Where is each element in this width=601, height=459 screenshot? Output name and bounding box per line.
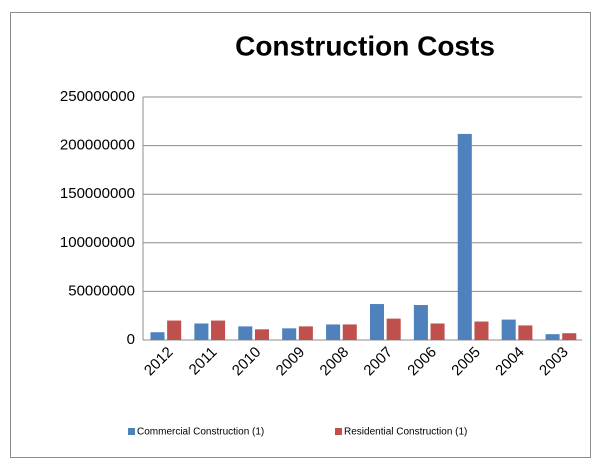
bar: [254, 329, 269, 340]
legend-swatch: [335, 428, 342, 435]
bar: [342, 324, 357, 340]
bar: [501, 319, 516, 340]
bar: [518, 325, 533, 340]
bar: [386, 318, 401, 340]
chart-title: Construction Costs: [235, 30, 495, 61]
bar: [474, 321, 489, 340]
legend-label: Residential Construction (1): [344, 427, 467, 438]
y-tick-label: 250000000: [60, 88, 135, 105]
bar: [211, 320, 226, 340]
bar: [369, 304, 385, 340]
y-tick-label: 100000000: [60, 234, 135, 251]
bar: [457, 133, 472, 340]
bar: [326, 324, 341, 340]
y-tick-label: 200000000: [60, 137, 135, 154]
y-tick-label: 50000000: [68, 282, 135, 299]
bar: [562, 333, 577, 340]
bar: [430, 323, 445, 340]
bar: [413, 305, 428, 340]
legend-label: Commercial Construction (1): [137, 427, 264, 438]
bar: [167, 320, 182, 340]
y-tick-label: 150000000: [60, 185, 135, 202]
chart-border: [10, 12, 591, 458]
bar: [545, 334, 560, 340]
bar: [150, 332, 165, 340]
legend-swatch: [128, 428, 135, 435]
y-tick-label: 0: [127, 331, 135, 348]
bar: [282, 328, 297, 340]
bar: [238, 326, 253, 340]
bar: [298, 326, 313, 340]
bar: [194, 323, 209, 340]
